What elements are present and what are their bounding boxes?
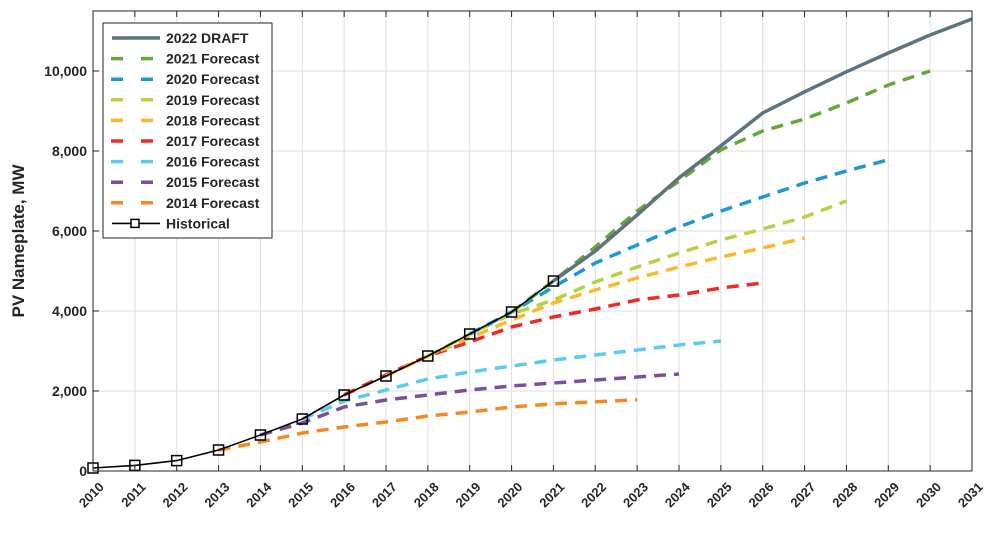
series-line-2014-forecast [218,398,638,452]
data-point-historical [547,275,560,287]
legend-label-2014-forecast: 2014 Forecast [166,195,260,211]
x-tick-label: 2010 [76,479,107,510]
y-tick-label: 4,000 [52,303,87,319]
legend-box [102,22,273,239]
x-tick-label: 2022 [578,479,609,510]
y-tick-label: 0 [79,463,87,479]
x-tick-label: 2014 [243,479,275,511]
x-tick-label: 2026 [746,479,777,510]
x-tick-label: 2027 [787,479,818,510]
legend-label-2020-forecast: 2020 Forecast [166,71,260,87]
data-point-historical [338,389,350,401]
legend-label-historical: Historical [166,215,230,231]
legend-marker-historical [130,218,140,229]
x-tick-label: 2029 [871,479,902,510]
series-lines [87,17,973,474]
series-line-2020-forecast [468,158,889,336]
data-point-historical [463,328,476,340]
x-tick-label: 2023 [620,479,651,510]
data-point-historical [380,370,392,382]
series-line-2022-draft [552,17,973,283]
y-axis-label: PV Nameplate, MW [9,164,28,318]
y-tick-label: 2,000 [52,383,87,399]
x-tick-label: 2025 [704,479,735,510]
x-tick-label: 2016 [327,479,358,510]
y-tick-label: 6,000 [52,223,87,239]
data-point-historical [422,350,434,362]
data-point-historical [505,306,518,318]
x-tick-label: 2031 [955,479,986,510]
x-tick-label: 2030 [913,479,944,510]
legend-label-2017-forecast: 2017 Forecast [166,133,260,149]
series-line-2019-forecast [427,199,848,358]
data-point-historical [296,413,309,425]
plot-frame [92,10,973,472]
x-tick-label: 2018 [411,479,442,510]
x-tick-label: 2015 [285,479,316,510]
data-point-historical [212,444,225,456]
legend-label-2021-forecast: 2021 Forecast [166,51,260,67]
x-tick-label: 2011 [118,479,149,510]
x-tick-label: 2020 [494,479,525,510]
legend-label-2016-forecast: 2016 Forecast [166,154,260,170]
legend-label-2015-forecast: 2015 Forecast [166,174,260,190]
x-tick-label: 2013 [201,479,232,510]
x-tick-label: 2017 [369,479,400,510]
legend-label-2018-forecast: 2018 Forecast [166,112,260,128]
series-line-2018-forecast [385,236,806,378]
legend: 2022 DRAFT 2021 Forecast 2020 Forecast 2019… [102,22,273,239]
series-line-2021-forecast [510,69,931,314]
x-tick-label: 2019 [453,479,484,510]
x-tick-label: 2028 [829,479,860,510]
legend-label-2019-forecast: 2019 Forecast [166,92,260,108]
series-line-2017-forecast [343,281,763,397]
data-point-historical [254,429,267,441]
y-tick-label: 10,000 [44,63,87,79]
series-line-historical [92,280,554,469]
x-tick-label: 2021 [536,479,567,510]
legend-label-2022-draft: 2022 DRAFT [166,30,249,46]
y-tick-label: 8,000 [52,143,87,159]
x-tick-label: 2012 [160,479,191,510]
x-tick-label: 2024 [662,479,694,511]
